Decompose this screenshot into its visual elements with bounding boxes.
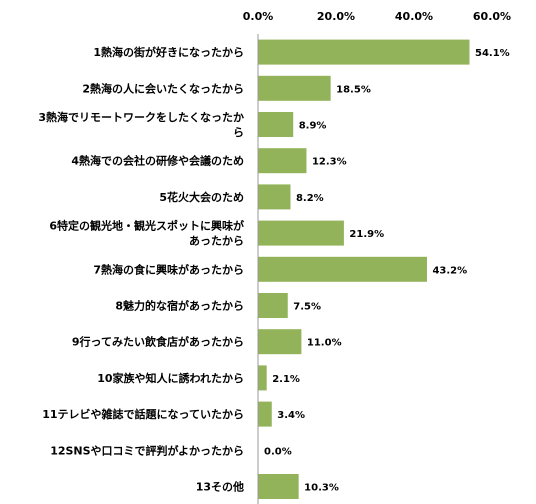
category-label: 12SNSや口コミで評判がよかったから: [50, 443, 244, 457]
category-label: 2熱海の人に会いたくなったから: [82, 81, 244, 95]
bar: [258, 184, 291, 210]
category-label: 6特定の観光地・観光スポットに興味があったから: [49, 219, 244, 248]
value-label: 11.0%: [307, 338, 342, 349]
bar: [258, 401, 272, 427]
bar: [258, 148, 307, 174]
bar: [258, 75, 331, 101]
bar: [258, 474, 299, 499]
bars: [258, 39, 470, 499]
value-label: 43.2%: [432, 265, 467, 276]
bar: [258, 293, 288, 318]
bar: [258, 256, 427, 282]
x-tick-label: 60.0%: [473, 10, 511, 23]
category-labels: 1熱海の街が好きになったから 2熱海の人に会いたくなったから 3熱海でリモートワーク…: [38, 45, 244, 493]
value-label: 2.1%: [272, 374, 300, 385]
value-label: 0.0%: [264, 446, 292, 457]
category-label: 13その他: [196, 480, 244, 494]
bar: [258, 329, 302, 355]
bar: [258, 365, 267, 391]
value-label: 10.3%: [304, 483, 339, 494]
value-label: 21.9%: [349, 229, 384, 240]
value-label: 8.9%: [299, 121, 327, 132]
value-labels: 54.1% 18.5% 8.9% 12.3% 8.2% 21.9% 43.2% 7.5% 11.…: [264, 48, 510, 493]
value-label: 18.5%: [336, 84, 371, 95]
bar: [258, 220, 344, 246]
category-label: 5花火大会のため: [159, 190, 244, 204]
x-tick-label: 40.0%: [395, 10, 433, 23]
bar: [258, 39, 470, 65]
value-label: 54.1%: [475, 48, 510, 59]
value-label: 7.5%: [293, 302, 321, 313]
category-label: 10家族や知人に誘われたから: [97, 371, 244, 385]
bar: [258, 112, 294, 137]
category-label: 1熱海の街が好きになったから: [93, 45, 244, 59]
x-tick-labels: 0.0% 20.0% 40.0% 60.0%: [243, 10, 511, 23]
category-label: 8魅力的な宿があったから: [115, 299, 244, 313]
category-label: 9行ってみたい飲食店があったから: [72, 335, 244, 349]
value-label: 8.2%: [296, 193, 324, 204]
value-label: 3.4%: [277, 410, 305, 421]
x-tick-label: 0.0%: [243, 10, 274, 23]
category-label: 7熱海の食に興味があったから: [93, 262, 244, 276]
value-label: 12.3%: [312, 157, 347, 168]
x-tick-label: 20.0%: [317, 10, 355, 23]
category-label: 11テレビや雑誌で話題になっていたから: [42, 407, 244, 421]
category-label: 3熱海でリモートワークをしたくなったから: [38, 110, 244, 139]
category-label: 4熱海での会社の研修や会議のため: [71, 154, 244, 168]
